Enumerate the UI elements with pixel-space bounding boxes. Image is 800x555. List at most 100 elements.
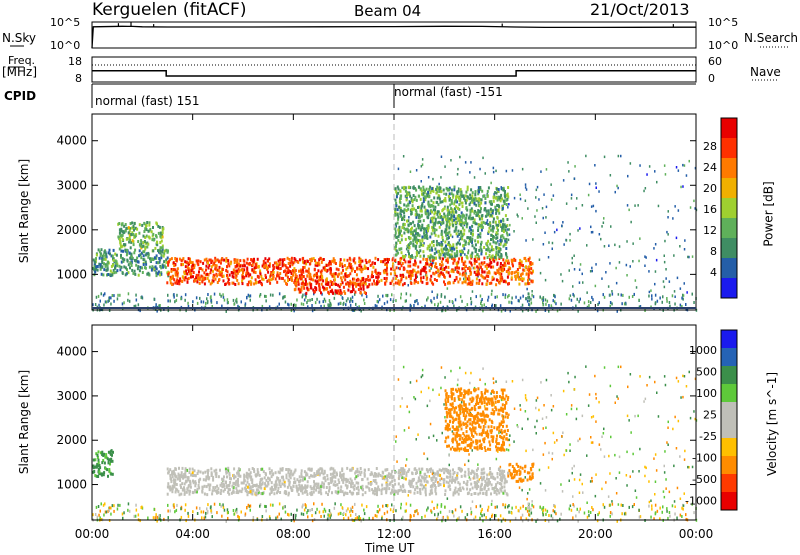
- echo-cell: [152, 258, 154, 261]
- echo-cell: [438, 253, 440, 256]
- echo-cell: [488, 488, 490, 491]
- echo-speckle: [460, 295, 462, 298]
- echo-speckle: [313, 502, 315, 505]
- echo-cell: [119, 231, 121, 234]
- echo-speckle: [545, 513, 547, 516]
- echo-speckle: [528, 303, 530, 306]
- echo-speckle: [184, 299, 186, 302]
- echo-speckle: [676, 237, 678, 240]
- echo-cell: [135, 259, 137, 262]
- echo-cell: [234, 261, 236, 264]
- echo-speckle: [103, 304, 105, 307]
- echo-cell: [475, 243, 477, 246]
- echo-speckle: [192, 510, 194, 513]
- echo-cell: [112, 255, 114, 258]
- echo-cell: [411, 270, 413, 273]
- echo-cell: [258, 281, 260, 284]
- echo-cell: [103, 251, 105, 254]
- echo-cell: [499, 473, 501, 476]
- echo-speckle: [548, 466, 550, 469]
- echo-speckle: [248, 504, 250, 507]
- echo-speckle: [567, 161, 569, 164]
- echo-cell: [179, 493, 181, 496]
- echo-speckle: [402, 516, 404, 519]
- echo-cell: [467, 186, 469, 189]
- echo-cell: [362, 281, 364, 284]
- echo-cell: [526, 272, 528, 275]
- echo-cell: [173, 261, 175, 264]
- echo-speckle: [505, 504, 507, 507]
- echo-speckle: [250, 294, 252, 297]
- echo-speckle: [638, 470, 640, 473]
- echo-speckle: [236, 508, 238, 511]
- echo-speckle: [406, 405, 408, 408]
- echo-cell: [480, 248, 482, 251]
- echo-speckle: [428, 176, 430, 179]
- echo-cell: [426, 227, 428, 230]
- echo-cell: [518, 262, 520, 265]
- echo-speckle: [539, 469, 541, 472]
- echo-cell: [349, 285, 351, 288]
- echo-cell: [455, 205, 457, 208]
- echo-speckle: [210, 509, 212, 512]
- echo-speckle: [429, 400, 431, 403]
- echo-speckle: [491, 290, 493, 293]
- echo-cell: [297, 281, 299, 284]
- echo-speckle: [345, 303, 347, 306]
- echo-speckle: [632, 470, 634, 473]
- echo-speckle: [579, 281, 581, 284]
- echo-cell: [481, 271, 483, 274]
- echo-speckle: [684, 248, 686, 251]
- echo-speckle: [572, 503, 574, 506]
- echo-speckle: [542, 207, 544, 210]
- echo-cell: [479, 235, 481, 238]
- echo-speckle: [352, 300, 354, 303]
- echo-speckle: [469, 171, 471, 174]
- echo-speckle: [441, 156, 443, 159]
- echo-speckle: [644, 265, 646, 268]
- echo-speckle: [582, 273, 584, 276]
- echo-cell: [470, 188, 472, 191]
- echo-cell: [93, 470, 95, 473]
- echo-speckle: [666, 510, 668, 513]
- echo-speckle: [561, 225, 563, 228]
- echo-cell: [368, 468, 370, 471]
- echo-speckle: [207, 301, 209, 304]
- echo-cell: [498, 188, 500, 191]
- echo-speckle: [248, 294, 250, 297]
- echo-speckle: [272, 504, 274, 507]
- echo-speckle: [653, 247, 655, 250]
- echo-speckle: [414, 510, 416, 513]
- echo-speckle: [438, 513, 440, 516]
- echo-cell: [247, 283, 249, 286]
- echo-cell: [295, 282, 297, 285]
- echo-speckle: [484, 303, 486, 306]
- echo-cell: [438, 221, 440, 224]
- echo-cell: [198, 270, 200, 273]
- echo-cell: [374, 262, 376, 265]
- echo-speckle: [546, 379, 548, 382]
- echo-cell: [192, 468, 194, 471]
- echo-cell: [454, 186, 456, 189]
- echo-speckle: [487, 509, 489, 512]
- echo-speckle: [595, 393, 597, 396]
- echo-cell: [109, 273, 111, 276]
- echo-cell: [148, 236, 150, 239]
- echo-cell: [443, 189, 445, 192]
- echo-cell: [449, 192, 451, 195]
- echo-speckle: [656, 469, 658, 472]
- echo-cell: [358, 288, 360, 291]
- echo-speckle: [487, 299, 489, 302]
- echo-speckle: [422, 369, 424, 372]
- echo-cell: [144, 227, 146, 230]
- echo-cell: [303, 284, 305, 287]
- echo-cell: [146, 221, 148, 224]
- echo-speckle: [206, 297, 208, 300]
- echo-speckle: [551, 409, 553, 412]
- echo-speckle: [417, 512, 419, 515]
- echo-speckle: [338, 303, 340, 306]
- echo-speckle: [528, 513, 530, 516]
- echo-speckle: [533, 295, 535, 298]
- echo-speckle: [531, 500, 533, 503]
- echo-cell: [250, 280, 252, 283]
